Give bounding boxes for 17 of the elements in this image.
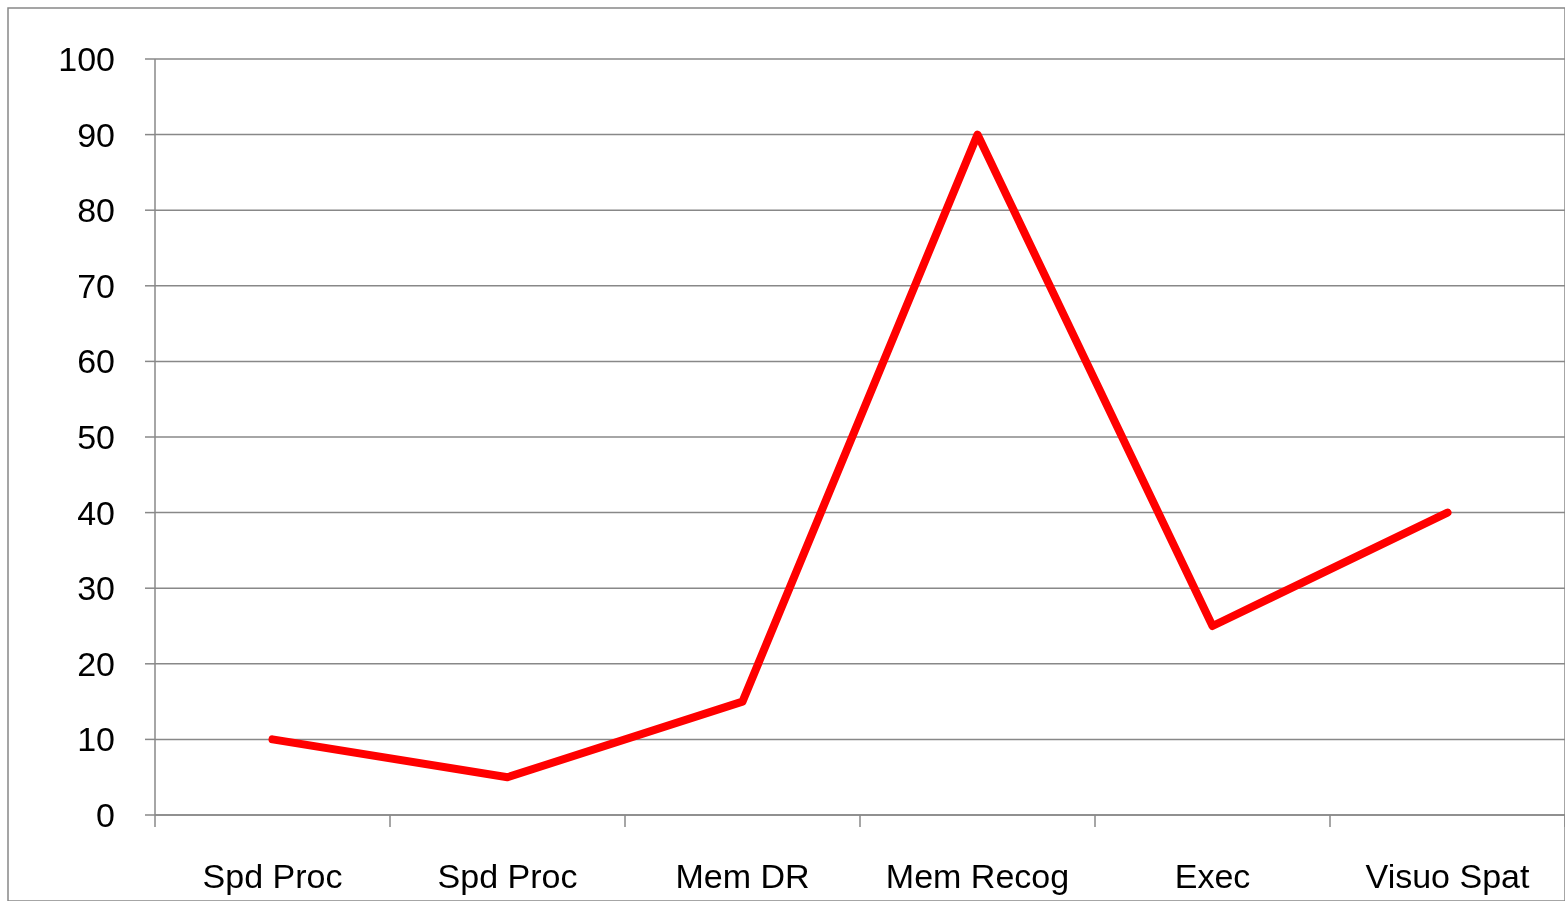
x-tick-label: Spd Proc [437,856,578,895]
y-tick-label: 80 [77,191,115,230]
x-tick-label: Spd Proc [202,856,343,895]
y-tick-label: 10 [77,720,115,759]
x-tick-label: Exec [1174,856,1251,895]
x-tick-label: Mem Recog [885,856,1070,895]
x-tick-label: Visuo Spat [1365,856,1530,895]
y-tick-label: 60 [77,342,115,381]
x-tick-label: Mem DR [675,856,810,895]
y-tick-label: 90 [77,115,115,154]
y-tick-label: 0 [96,795,115,834]
y-tick-label: 100 [58,39,115,78]
y-tick-label: 70 [77,266,115,305]
y-tick-label: 30 [77,569,115,608]
y-tick-label: 50 [77,417,115,456]
y-tick-label: 40 [77,493,115,532]
y-tick-label: 20 [77,644,115,683]
